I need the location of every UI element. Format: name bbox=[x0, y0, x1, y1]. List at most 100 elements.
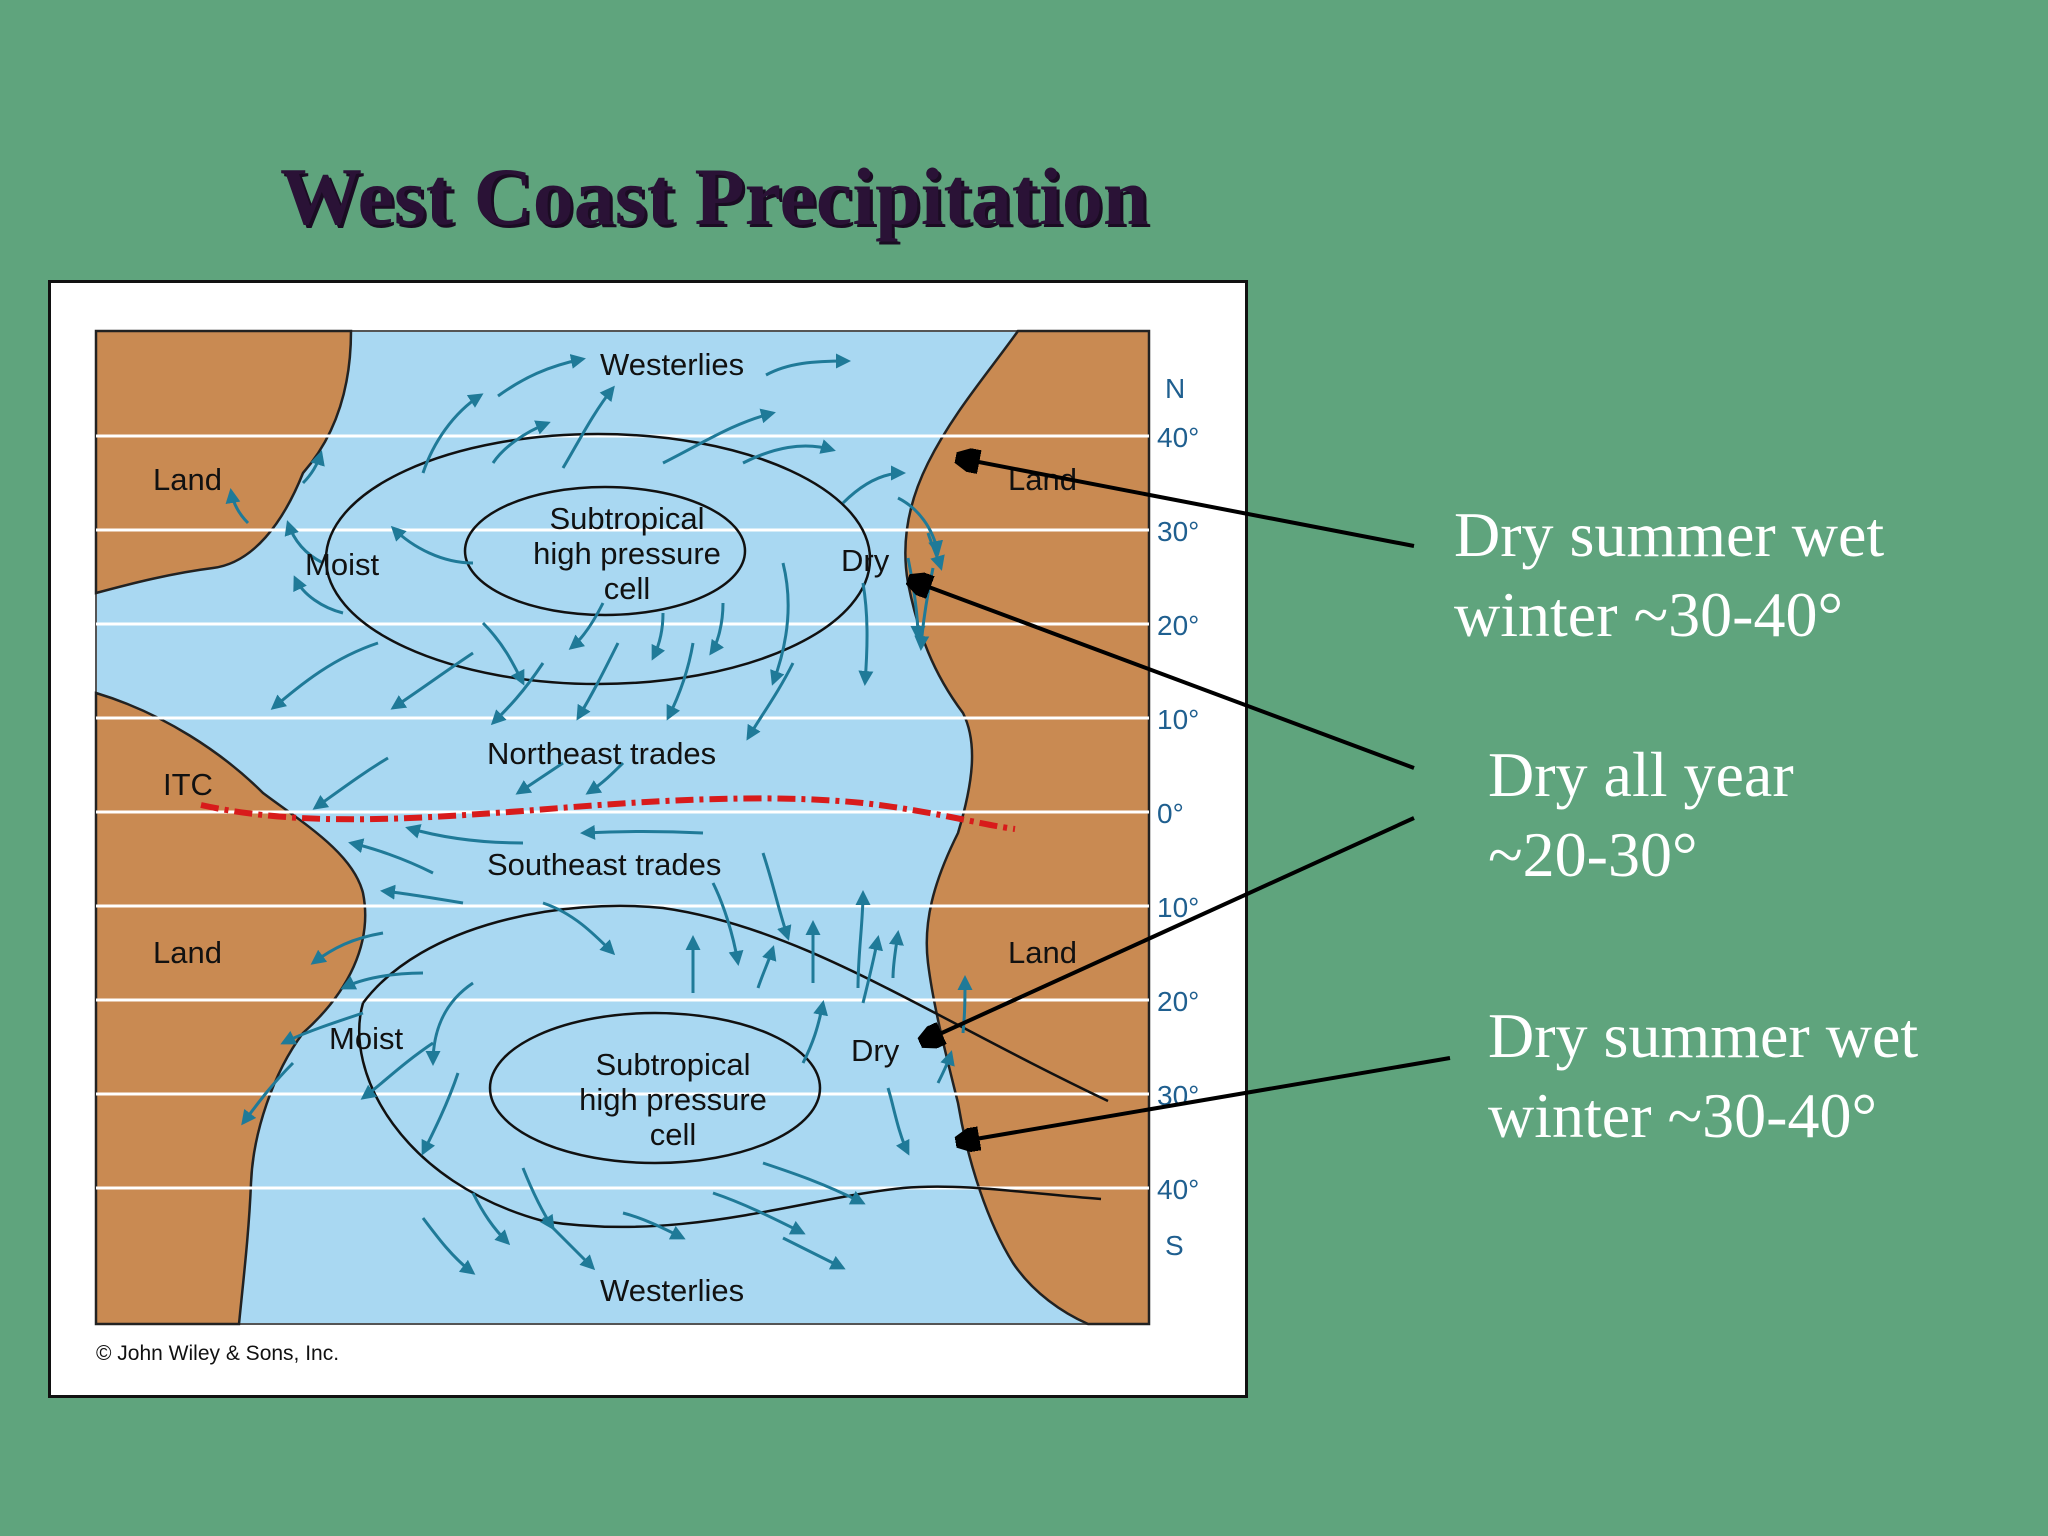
dry-label-north: Dry bbox=[841, 543, 890, 578]
wind-arrow bbox=[293, 575, 344, 615]
wind-arrow bbox=[886, 1087, 910, 1156]
isobar-inner-north bbox=[463, 485, 747, 617]
isobar-inner-south bbox=[488, 1011, 822, 1165]
wind-arrow bbox=[709, 602, 725, 656]
moist-label-north: Moist bbox=[305, 547, 379, 582]
wind-arrow bbox=[742, 439, 836, 465]
wind-arrow bbox=[280, 1011, 364, 1045]
wind-arrow bbox=[568, 602, 605, 650]
wind-arrow bbox=[421, 393, 484, 474]
latitude-label-20n: 20° bbox=[1157, 610, 1199, 641]
land-label-southwest: Land bbox=[153, 935, 222, 970]
wind-arrow bbox=[390, 525, 474, 565]
wind-arrow bbox=[541, 1216, 596, 1271]
wind-arrow bbox=[662, 408, 776, 465]
figure-frame: Land Land Land Land Moist Moist Dry Dry … bbox=[48, 280, 1248, 1398]
wind-arrow bbox=[497, 354, 586, 398]
wind-arrow bbox=[855, 890, 871, 989]
dry-label-south: Dry bbox=[851, 1033, 900, 1068]
wind-arrow bbox=[284, 520, 324, 565]
land-label-northeast: Land bbox=[1008, 462, 1077, 497]
high-pressure-south-line-3: cell bbox=[650, 1117, 697, 1152]
westerlies-north-label: Westerlies bbox=[600, 347, 744, 382]
wind-arrow bbox=[762, 1161, 866, 1205]
callout-1-line-1: Dry summer wet bbox=[1454, 499, 1885, 570]
callout-3-line-2: winter ~30-40° bbox=[1488, 1080, 1878, 1151]
wind-arrow bbox=[897, 496, 943, 556]
wind-arrow bbox=[421, 1072, 460, 1156]
wind-arrow bbox=[936, 1050, 955, 1084]
latitude-label-10n: 10° bbox=[1157, 704, 1199, 735]
wind-arrow bbox=[542, 901, 616, 956]
wind-arrow bbox=[765, 353, 851, 377]
latitude-label-0: 0° bbox=[1157, 798, 1184, 829]
wind-arrow bbox=[861, 935, 884, 1004]
wind-arrow bbox=[622, 1211, 686, 1240]
itc-line bbox=[200, 795, 1016, 832]
callout-dry-all-year: Dry all year ~20-30° bbox=[1488, 735, 1794, 895]
latitude-label-s: S bbox=[1165, 1230, 1184, 1261]
wind-arrow bbox=[270, 641, 379, 710]
high-pressure-south-line-2: high pressure bbox=[579, 1082, 767, 1117]
northeast-trades-label: Northeast trades bbox=[487, 736, 716, 771]
wind-arrow bbox=[241, 1061, 295, 1126]
latitude-label-30n: 30° bbox=[1157, 516, 1199, 547]
moist-label-south: Moist bbox=[329, 1021, 403, 1056]
high-pressure-south-line-1: Subtropical bbox=[595, 1047, 750, 1082]
slide-title: West Coast Precipitation bbox=[280, 151, 1149, 242]
wind-arrow bbox=[770, 562, 790, 686]
land-west bbox=[94, 691, 367, 1326]
wind-arrow bbox=[888, 930, 904, 979]
wind-arrow bbox=[585, 761, 625, 795]
wind-arrow bbox=[301, 450, 325, 485]
callout-3-line-1: Dry summer wet bbox=[1488, 1000, 1919, 1071]
callout-2-line-2: ~20-30° bbox=[1488, 819, 1698, 890]
wind-arrow bbox=[651, 612, 666, 661]
wind-arrow bbox=[561, 385, 615, 469]
wind-arrow bbox=[491, 420, 551, 464]
wind-arrow bbox=[310, 931, 384, 965]
wind-arrow bbox=[926, 532, 945, 571]
latitude-label-30s: 30° bbox=[1157, 1080, 1199, 1111]
wind-arrow bbox=[360, 1041, 434, 1100]
wind-arrow bbox=[576, 642, 620, 721]
southeast-trades-label: Southeast trades bbox=[487, 847, 721, 882]
high-pressure-north-line-2: high pressure bbox=[533, 536, 721, 571]
westerlies-south-label: Westerlies bbox=[600, 1273, 744, 1308]
wind-arrow bbox=[746, 662, 795, 741]
latitude-label-40n: 40° bbox=[1157, 422, 1199, 453]
wind-arrow bbox=[425, 981, 474, 1066]
copyright-label: © John Wiley & Sons, Inc. bbox=[96, 1342, 339, 1365]
wind-arrow bbox=[756, 945, 777, 989]
isobar-outer-south-lower bbox=[358, 1002, 1102, 1229]
wind-arrow bbox=[666, 642, 695, 721]
wind-arrow bbox=[841, 465, 906, 505]
latitude-label-20s: 20° bbox=[1157, 986, 1199, 1017]
wind-arrow bbox=[711, 882, 744, 966]
latitude-label-10s: 10° bbox=[1157, 892, 1199, 923]
wind-arrow bbox=[225, 488, 250, 525]
wind-arrow bbox=[712, 1191, 806, 1235]
land-label-southeast: Land bbox=[1008, 935, 1077, 970]
wind-arrow bbox=[490, 662, 545, 726]
latitude-label-n: N bbox=[1165, 373, 1185, 404]
circulation-diagram: Land Land Land Land Moist Moist Dry Dry … bbox=[94, 329, 1199, 1365]
wind-arrow bbox=[312, 756, 389, 810]
callout-dry-summer-north: Dry summer wet winter ~30-40° bbox=[1454, 495, 1884, 655]
wind-arrow bbox=[380, 884, 464, 905]
callout-dry-summer-south: Dry summer wet winter ~30-40° bbox=[1488, 996, 1918, 1156]
high-pressure-north-line-3: cell bbox=[604, 571, 651, 606]
wind-arrow bbox=[761, 852, 792, 941]
wind-arrow bbox=[421, 1217, 476, 1275]
wind-arrow bbox=[348, 838, 434, 875]
latitude-label-40s: 40° bbox=[1157, 1174, 1199, 1205]
wind-arrow bbox=[515, 761, 564, 795]
itc-label: ITC bbox=[163, 767, 213, 802]
wind-arrows bbox=[225, 353, 973, 1275]
callout-1-line-2: winter ~30-40° bbox=[1454, 579, 1844, 650]
wind-arrow bbox=[390, 651, 474, 710]
wind-arrow bbox=[782, 1236, 846, 1270]
callout-2-line-1: Dry all year bbox=[1488, 739, 1794, 810]
wind-arrow bbox=[858, 582, 874, 686]
wind-arrow bbox=[471, 1192, 511, 1246]
